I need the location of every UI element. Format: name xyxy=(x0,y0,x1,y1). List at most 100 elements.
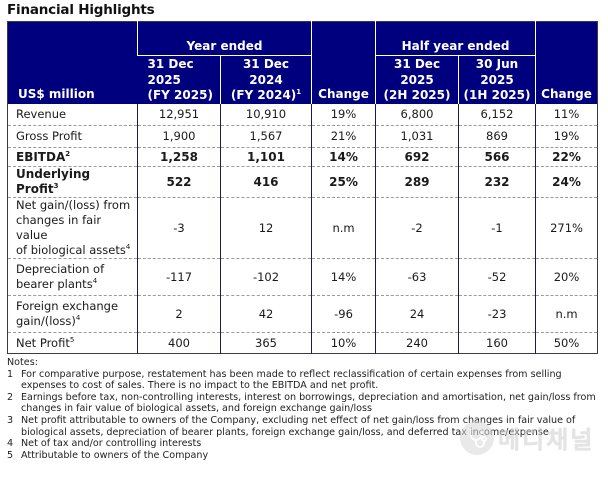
row-label-text: Net Profit xyxy=(16,335,70,350)
col-date: 31 Dec xyxy=(147,57,194,71)
row-label-text: EBITDA xyxy=(16,149,66,164)
cell-fy2024: 10,910 xyxy=(219,103,312,126)
cell-change-year: 21% xyxy=(311,125,376,148)
unit-label-header: US$ million xyxy=(7,21,138,104)
row-label: EBITDA2 xyxy=(7,147,138,167)
col-date: 31 Dec xyxy=(393,57,441,71)
row-label-line: gain/(loss)4 xyxy=(16,314,135,329)
row-label-line: Net gain/(loss) from xyxy=(16,198,131,212)
table-row-ebitda: EBITDA2 1,258 1,101 14% 692 566 22% xyxy=(7,147,598,167)
table-row-foreign-exchange: Foreign exchange gain/(loss)4 2 42 -96 2… xyxy=(7,295,598,333)
column-header-2h2025: 31 Dec 2025 (2H 2025) xyxy=(375,55,459,104)
table-row-revenue: Revenue 12,951 10,910 19% 6,800 6,152 11… xyxy=(7,103,598,126)
cell-change-year: 19% xyxy=(311,103,376,126)
footnote-marker: 4 xyxy=(75,314,81,323)
cell-1h2025: 232 xyxy=(458,166,536,198)
cell-fy2024: 42 xyxy=(219,295,312,333)
note-text: Attributable to owners of the Company xyxy=(21,449,209,461)
table-row-depreciation: Depreciation of bearer plants4 -117 -102… xyxy=(7,258,598,296)
cell-change-year: n.m xyxy=(311,197,376,259)
cell-fy2024: 12 xyxy=(219,197,312,259)
col-year: 2025 xyxy=(400,72,434,87)
footnote-marker: 4 xyxy=(92,277,98,286)
financial-highlights-table: US$ million Year ended Change Half year … xyxy=(7,21,599,354)
col-date: 30 Jun xyxy=(475,57,519,71)
cell-1h2025: 6,152 xyxy=(458,103,536,126)
row-label-text: bearer plants xyxy=(16,277,93,291)
cell-1h2025: 160 xyxy=(458,332,536,354)
row-label-text: Underlying Profit xyxy=(16,167,91,196)
col-period: (FY 2025) xyxy=(147,88,213,102)
note-number: 3 xyxy=(7,414,14,426)
col-period: (FY 2024)1 xyxy=(223,88,309,104)
footnote-marker: 5 xyxy=(69,335,75,344)
change-header-year: Change xyxy=(311,21,376,104)
cell-2h2025: 6,800 xyxy=(375,103,459,126)
row-label: Revenue xyxy=(7,103,138,126)
cell-change-half: 22% xyxy=(535,147,598,167)
row-label-line: Foreign exchange xyxy=(16,299,119,313)
cell-change-year: 10% xyxy=(311,332,376,354)
row-label: Net gain/(loss) from changes in fair val… xyxy=(7,197,138,259)
notes-section: Notes: 1 For comparative purpose, restat… xyxy=(7,357,602,461)
cell-2h2025: 1,031 xyxy=(375,125,459,148)
row-label-text: Revenue xyxy=(16,106,67,121)
watermark-text: 메디채널 xyxy=(498,426,595,454)
footnote-marker: 4 xyxy=(125,243,131,252)
col-period: (1H 2025) xyxy=(463,88,531,102)
cell-change-half: n.m xyxy=(535,295,598,333)
cell-2h2025: 24 xyxy=(375,295,459,333)
cell-change-year: 14% xyxy=(311,258,376,296)
col-year: 2025 xyxy=(480,72,514,87)
row-label: Depreciation of bearer plants4 xyxy=(7,258,138,296)
note-text: For comparative purpose, restatement has… xyxy=(21,368,562,392)
note-number: 4 xyxy=(7,438,14,450)
cell-change-half: 11% xyxy=(535,103,598,126)
row-label-line: of biological assets4 xyxy=(16,243,135,258)
footnote-marker: 3 xyxy=(53,182,59,190)
cell-fy2025: 1,258 xyxy=(137,147,221,167)
cell-2h2025: -2 xyxy=(375,197,459,259)
footnote-marker: 1 xyxy=(296,88,302,96)
row-label-line: changes in fair value xyxy=(16,213,102,242)
row-label-text: gain/(loss) xyxy=(16,314,76,328)
cell-change-year: 14% xyxy=(311,147,376,167)
stethoscope-icon xyxy=(460,420,494,455)
year-ended-group-header: Year ended xyxy=(136,21,312,56)
col-period-text: (FY 2024) xyxy=(230,88,297,102)
cell-fy2024: 1,101 xyxy=(219,147,312,167)
cell-fy2025: -117 xyxy=(137,258,221,296)
row-label-text: of biological assets xyxy=(16,243,126,257)
column-header-fy2024: 31 Dec 2024 (FY 2024)1 xyxy=(219,55,312,104)
cell-1h2025: 566 xyxy=(458,147,536,167)
note-item: 2 Earnings before tax, non-controlling i… xyxy=(7,392,602,415)
row-label: Underlying Profit3 xyxy=(7,166,138,198)
row-label-line: bearer plants4 xyxy=(16,277,135,292)
note-number: 2 xyxy=(7,391,14,403)
cell-fy2024: -102 xyxy=(219,258,312,296)
change-header-half-year: Change xyxy=(535,21,598,104)
cell-change-year: 25% xyxy=(311,166,376,198)
note-text: Net of tax and/or controlling interests xyxy=(21,438,202,450)
table-row-underlying-profit: Underlying Profit3 522 416 25% 289 232 2… xyxy=(7,166,598,198)
note-item: 4 Net of tax and/or controlling interest… xyxy=(7,438,602,450)
cell-fy2025: 522 xyxy=(137,166,221,198)
column-header-1h2025: 30 Jun 2025 (1H 2025) xyxy=(458,55,536,104)
row-label-text: Gross Profit xyxy=(16,129,83,143)
cell-change-half: 271% xyxy=(535,197,598,259)
cell-fy2025: 12,951 xyxy=(137,103,221,126)
note-text: Earnings before tax, non-controlling int… xyxy=(21,391,596,415)
watermark: 메디채널 xyxy=(460,420,594,455)
cell-fy2025: 400 xyxy=(137,332,221,354)
cell-2h2025: 289 xyxy=(375,166,459,198)
cell-fy2025: 2 xyxy=(137,295,221,333)
cell-change-half: 20% xyxy=(535,258,598,296)
cell-1h2025: -23 xyxy=(458,295,536,333)
cell-fy2024: 416 xyxy=(219,166,312,198)
cell-fy2025: -3 xyxy=(137,197,221,259)
cell-change-half: 19% xyxy=(535,125,598,148)
note-text: Net profit attributable to owners of the… xyxy=(21,414,576,438)
cell-fy2024: 365 xyxy=(219,332,312,354)
page-title: Financial Highlights xyxy=(7,2,155,18)
note-number: 5 xyxy=(7,449,14,461)
